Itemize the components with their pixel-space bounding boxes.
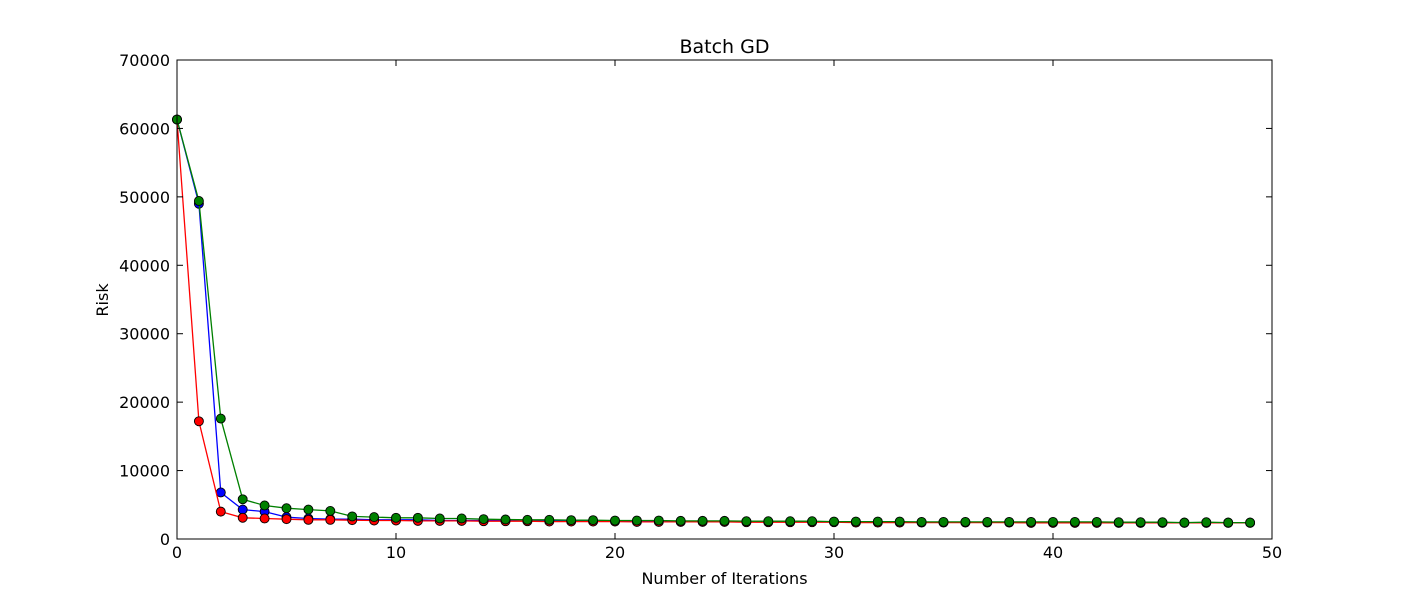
series-2-point [478, 514, 489, 525]
series-1-point [325, 514, 336, 525]
y-tick-label: 40000 [119, 256, 170, 275]
y-tick-label: 70000 [119, 51, 170, 70]
series-2-point [1245, 517, 1256, 528]
x-tick-label: 0 [172, 543, 182, 562]
y-tick-label: 0 [160, 530, 170, 549]
series-0-point [215, 487, 226, 498]
y-tick-label: 10000 [119, 462, 170, 481]
series-2-point [763, 516, 774, 527]
series-2-point [566, 515, 577, 526]
y-axis-label: Risk [93, 283, 112, 317]
x-tick-label: 50 [1262, 543, 1282, 562]
series-2-point [829, 516, 839, 527]
series-2-point [1157, 517, 1168, 528]
series-2-point [960, 516, 971, 527]
y-tick-label: 20000 [119, 393, 170, 412]
series-2-point [1223, 517, 1234, 528]
series-2-point [369, 512, 380, 523]
series-2-point [741, 516, 752, 527]
series-2-point [303, 504, 314, 515]
series-2-point [1048, 516, 1058, 527]
series-2-point [1201, 517, 1212, 528]
series-2-point [434, 513, 445, 524]
series-2-point [1069, 516, 1080, 527]
series-2-point [1113, 517, 1124, 528]
series-1-point [259, 513, 270, 524]
series-2-point [719, 515, 730, 526]
series-2-point [347, 511, 358, 522]
x-tick-label: 10 [386, 543, 406, 562]
series-2-point [807, 516, 818, 527]
x-tick-label: 40 [1043, 543, 1063, 562]
series-2-point [215, 413, 226, 424]
series-line-1 [176, 119, 1251, 524]
series-2-point [675, 515, 686, 526]
series-2-point [544, 514, 555, 525]
series-2-point [1091, 516, 1102, 527]
series-0-point [237, 504, 248, 515]
series-2-point [785, 516, 796, 527]
y-tick-label: 60000 [119, 119, 170, 138]
series-2-point [1026, 516, 1037, 527]
series-2-point [325, 505, 336, 516]
series-2-point [391, 512, 401, 523]
series-2-point [916, 516, 927, 527]
y-tick-label: 30000 [119, 325, 170, 344]
series-2-point [1004, 516, 1015, 527]
series-2-point [697, 515, 708, 526]
series-2-point [588, 515, 599, 526]
series-2-point [237, 494, 248, 505]
series-1-point [303, 514, 314, 525]
series-1-point [237, 512, 248, 523]
series-line-0 [176, 119, 1251, 524]
series-2-point [653, 515, 664, 526]
series-2-point [850, 516, 861, 527]
series-2-point [938, 516, 949, 527]
series-2-point [281, 503, 292, 514]
x-tick-label: 30 [824, 543, 844, 562]
series-2-point [610, 515, 620, 526]
series-2-point [193, 196, 204, 206]
plot-frame [176, 59, 1273, 540]
chart-title: Batch GD [679, 36, 769, 58]
series-2-point [872, 516, 883, 527]
series-line-2 [176, 119, 1251, 524]
series-2-point [1135, 517, 1146, 528]
x-axis-label: Number of Iterations [641, 569, 807, 588]
series-2-point [412, 512, 423, 523]
series-1-point [193, 416, 204, 427]
axis-ticks: 0 10 20 30 40 50 0 10000 20000 30000 40000 50000 600… [119, 51, 1282, 562]
series-2-point [500, 514, 511, 525]
series-2-point [894, 516, 905, 527]
series-2-point [522, 514, 533, 525]
series-1-point [281, 514, 292, 525]
x-tick-label: 20 [605, 543, 625, 562]
plot-area [172, 114, 1256, 528]
series-2-point [982, 516, 993, 527]
series-2-point [456, 513, 467, 524]
series-2-point [1179, 517, 1190, 528]
series-2-point [631, 515, 642, 526]
series-2-point [259, 500, 270, 511]
series-1-point [215, 506, 226, 517]
y-tick-label: 50000 [119, 188, 170, 207]
